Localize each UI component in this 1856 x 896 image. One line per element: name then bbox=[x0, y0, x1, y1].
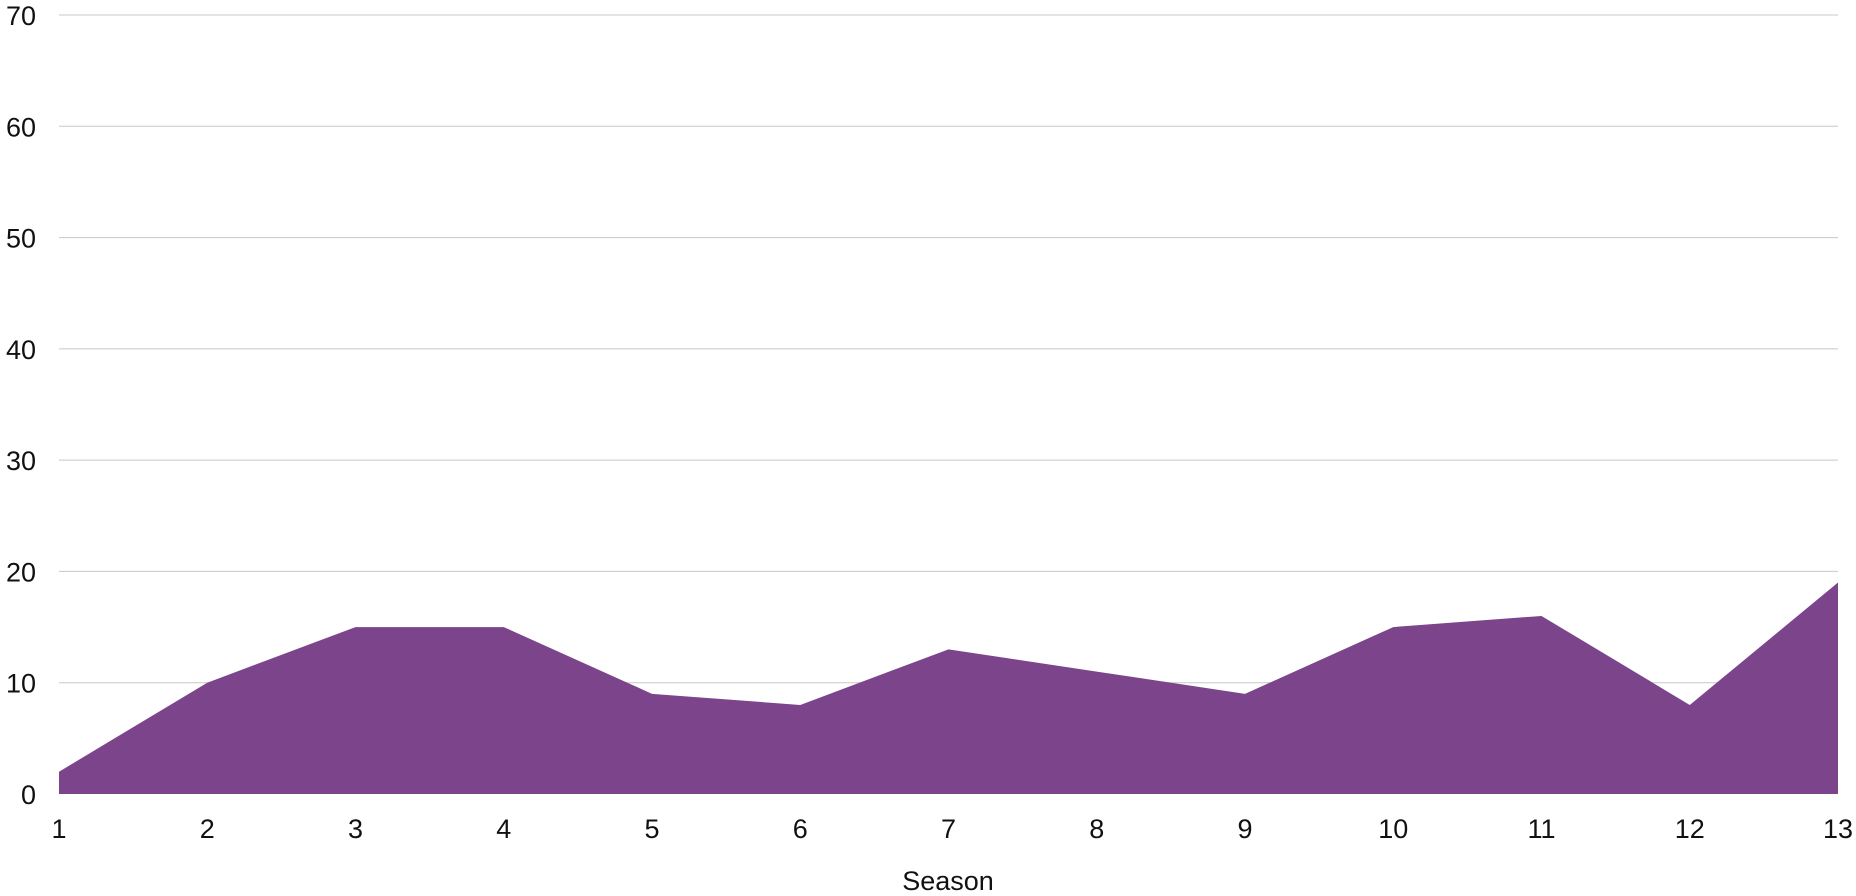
y-tick-label: 0 bbox=[21, 780, 36, 810]
y-tick-label: 30 bbox=[6, 446, 36, 476]
x-tick-label: 9 bbox=[1237, 814, 1252, 844]
x-tick-label: 7 bbox=[941, 814, 956, 844]
y-tick-label: 40 bbox=[6, 335, 36, 365]
x-tick-label: 13 bbox=[1823, 814, 1853, 844]
x-axis-title: Season bbox=[902, 866, 994, 896]
x-axis-ticks: 1 2 3 4 5 6 7 8 9 10 11 12 13 bbox=[51, 814, 1853, 844]
x-tick-label: 3 bbox=[348, 814, 363, 844]
x-tick-label: 6 bbox=[793, 814, 808, 844]
x-tick-label: 8 bbox=[1089, 814, 1104, 844]
y-axis-ticks: 0 10 20 30 40 50 60 70 bbox=[6, 1, 36, 810]
x-tick-label: 12 bbox=[1675, 814, 1705, 844]
y-tick-label: 20 bbox=[6, 557, 36, 587]
y-tick-label: 60 bbox=[6, 112, 36, 142]
y-tick-label: 10 bbox=[6, 669, 36, 699]
x-tick-label: 5 bbox=[644, 814, 659, 844]
x-tick-label: 2 bbox=[200, 814, 215, 844]
x-tick-label: 11 bbox=[1527, 814, 1555, 844]
gridlines bbox=[59, 14, 1838, 684]
series-area-layer bbox=[59, 582, 1838, 794]
x-tick-label: 1 bbox=[51, 814, 66, 844]
y-tick-label: 70 bbox=[6, 1, 36, 31]
series-area bbox=[59, 582, 1838, 794]
x-tick-label: 10 bbox=[1378, 814, 1408, 844]
y-tick-label: 50 bbox=[6, 224, 36, 254]
x-tick-label: 4 bbox=[496, 814, 511, 844]
